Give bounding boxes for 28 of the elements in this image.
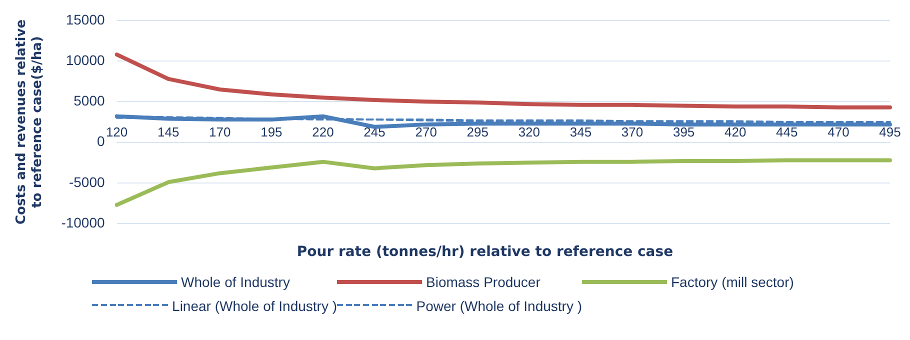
legend-label: Whole of Industry	[181, 274, 290, 290]
x-tick-label: 170	[209, 124, 231, 140]
x-tick-label: 370	[621, 124, 644, 140]
x-tick-label: 445	[776, 124, 798, 140]
y-tick-label: 0	[96, 133, 105, 150]
y-tick-label: 5000	[74, 92, 105, 109]
x-tick-label: 295	[466, 124, 488, 140]
x-tick-label: 145	[157, 124, 180, 140]
legend-label: Biomass Producer	[426, 274, 540, 290]
x-tick-label: 220	[312, 124, 334, 140]
x-tick-label: 195	[260, 124, 282, 140]
x-tick-label: 420	[724, 124, 746, 140]
x-tick-label: 320	[518, 124, 540, 140]
y-tick-label: 15000	[66, 11, 105, 28]
x-tick-label: 270	[415, 124, 437, 140]
y-tick-label: 10000	[66, 52, 105, 68]
x-tick-label: 495	[879, 124, 901, 140]
legend-label: Linear (Whole of Industry )	[172, 298, 337, 314]
x-tick-label: 345	[570, 124, 592, 140]
x-axis-title: Pour rate (tonnes/hr) relative to reference case	[296, 244, 674, 260]
legend-label: Power (Whole of Industry )	[416, 298, 582, 314]
y-axis-title: Costs and revenues relative to reference case($/ha)	[14, 19, 45, 225]
x-tick-label: 395	[672, 124, 695, 140]
x-tick-label: 120	[106, 124, 128, 140]
x-tick-label: 470	[828, 124, 850, 140]
legend-label: Factory (mill sector)	[671, 274, 794, 290]
y-tick-label: -10000	[61, 214, 106, 230]
y-tick-label: -5000	[68, 174, 105, 190]
